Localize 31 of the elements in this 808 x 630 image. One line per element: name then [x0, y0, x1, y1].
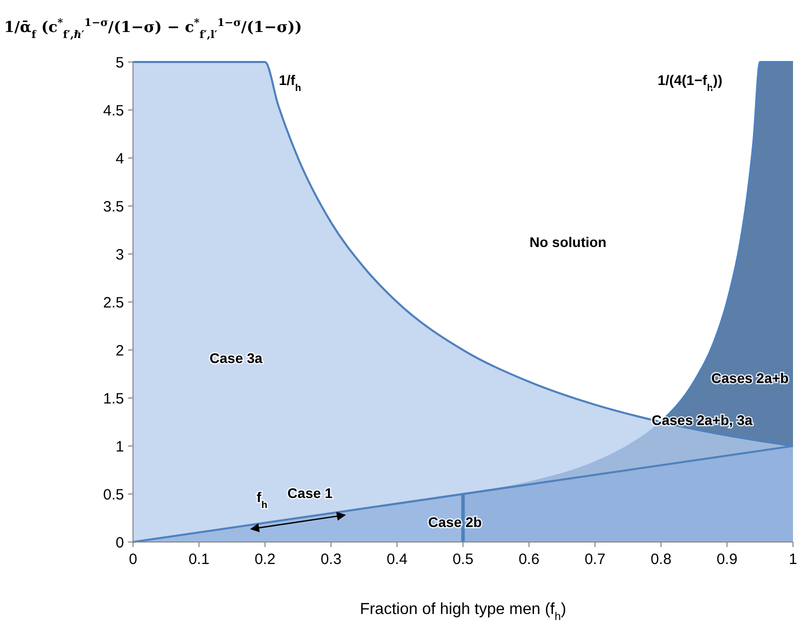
- y-tick-label: 0: [116, 534, 124, 552]
- x-tick-label: 0: [128, 551, 138, 568]
- annotation: Cases 2a+b: [711, 370, 789, 386]
- y-tick-label: 1.5: [103, 390, 124, 408]
- annotation: 1/f$_{h}$: [278, 72, 302, 94]
- x-tick-label: 0.2: [254, 551, 276, 568]
- y-tick-label: 2: [116, 342, 124, 360]
- annotation: f$_{h}$: [256, 488, 268, 510]
- annotation: No solution: [530, 234, 606, 250]
- x-tick-label: 0.8: [650, 551, 672, 568]
- annotation: Case 1: [287, 484, 333, 501]
- x-tick-label: 0.6: [518, 551, 540, 568]
- y-tick-label: 4: [116, 150, 124, 168]
- x-tick-label: 0.1: [188, 551, 210, 568]
- annotation: Case 2b: [428, 514, 482, 530]
- y-tick-label: 5: [116, 54, 124, 72]
- x-tick-label: 0.4: [386, 551, 408, 568]
- y-tick-label: 0.5: [103, 486, 124, 504]
- y-tick-label: 3: [116, 246, 124, 264]
- y-tick-label: 1: [116, 438, 124, 456]
- annotation: Case 3a: [210, 350, 263, 366]
- x-axis-title: Fraction of high type men (f$_{h}$): [360, 601, 566, 623]
- x-tick-label: 0.9: [716, 551, 738, 568]
- x-tick-label: 0.7: [584, 551, 606, 568]
- y-tick-label: 3.5: [103, 198, 124, 216]
- x-tick-label: 0.3: [320, 551, 342, 568]
- y-tick-label: 2.5: [103, 294, 124, 312]
- y-tick-label: 4.5: [103, 102, 124, 120]
- annotation: 1/(4(1−f$_{h}$)): [658, 72, 722, 94]
- x-tick-label: 1: [788, 551, 798, 568]
- x-tick-label: 0.5: [452, 551, 474, 568]
